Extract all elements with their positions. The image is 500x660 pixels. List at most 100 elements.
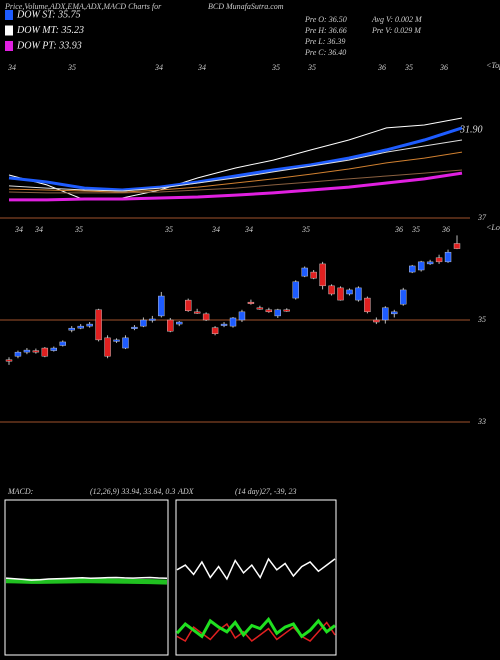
candle-body: [202, 313, 210, 321]
candle-body: [184, 299, 192, 312]
y-tick-label: 33: [477, 417, 486, 426]
candle-body: [238, 311, 246, 321]
candle-body: [220, 323, 228, 326]
candle-body: [319, 263, 326, 287]
macd-subtitle: (12,26,9) 33.94, 33.64, 0.3: [90, 487, 175, 496]
adx-title: ADX: [177, 487, 195, 496]
header-site: BCD MunafaSutra.com: [208, 2, 284, 11]
lows-label: 35: [301, 225, 310, 234]
candle-body: [32, 350, 40, 353]
candle-body: [355, 287, 362, 301]
tops-label: 35: [271, 63, 280, 72]
stat: Pre H: 36.66: [304, 26, 347, 35]
candle-body: [77, 325, 84, 329]
candle-body: [337, 287, 344, 301]
macd-line: [5, 578, 168, 585]
candle-body: [5, 359, 13, 362]
candle-body: [167, 319, 174, 332]
ema-line: [8, 126, 463, 192]
tops-label: 36: [377, 63, 386, 72]
ema-annotation: 31.90: [459, 124, 483, 135]
header-title: Price,Volume,ADX,EMA,ADX,MACD Charts for: [4, 2, 162, 11]
ema-line: [8, 139, 463, 192]
y-tick-label: 35: [477, 315, 486, 324]
candle-body: [310, 271, 317, 279]
candle-body: [247, 301, 255, 304]
adx-frame: [175, 499, 337, 656]
lows-label: 34: [244, 225, 253, 234]
candle-body: [453, 243, 461, 249]
candle-body: [364, 297, 371, 313]
macd-line: [5, 576, 168, 581]
ema-line: [9, 171, 463, 202]
legend-swatch: [5, 25, 13, 36]
adx-line: [175, 616, 336, 639]
candle-body: [301, 267, 308, 277]
candle-body: [409, 265, 416, 273]
tops-label: 34: [154, 63, 163, 72]
candle-body: [149, 318, 156, 321]
tops-label: 35: [67, 63, 76, 72]
candle-body: [292, 281, 299, 299]
candle-body: [283, 309, 290, 312]
legend-entry: DOW MT: 35.23: [16, 25, 84, 36]
candle-body: [346, 289, 353, 295]
ema-line: [8, 169, 463, 194]
lows-label: 35: [164, 225, 173, 234]
candle-body: [444, 251, 452, 263]
candle-body: [23, 349, 31, 353]
stat: Avg V: 0.002 M: [371, 15, 423, 24]
lows-note: <Lows: [486, 223, 500, 232]
candle-body: [14, 351, 22, 357]
candle-body: [400, 289, 407, 305]
lows-label: 34: [14, 225, 23, 234]
tops-label: 35: [307, 63, 316, 72]
candle-body: [229, 317, 237, 327]
stat: Pre C: 36.40: [304, 48, 346, 57]
tops-label: 34: [197, 63, 206, 72]
candle-body: [95, 309, 102, 341]
y-tick-label: 37: [477, 213, 487, 222]
stat: Pre L: 36.39: [304, 37, 345, 46]
lows-label: 36: [394, 225, 403, 234]
adx-line: [176, 621, 336, 643]
macd-title: MACD:: [7, 487, 34, 496]
legend-entry: DOW ST: 35.75: [16, 9, 81, 20]
candle-body: [104, 337, 111, 357]
adx-subtitle: (14 day)27, -39, 23: [235, 487, 297, 496]
lows-label: 34: [211, 225, 220, 234]
legend-swatch: [5, 41, 13, 51]
candle-body: [256, 307, 264, 310]
candle-body: [417, 261, 425, 271]
candle-body: [328, 285, 335, 295]
candle-body: [113, 339, 120, 342]
candle-body: [158, 295, 165, 317]
candle-body: [176, 321, 183, 325]
candle-body: [122, 337, 129, 349]
candle-body: [50, 347, 57, 351]
lows-label: 35: [411, 225, 420, 234]
tops-label: 34: [7, 63, 16, 72]
candle-body: [193, 311, 201, 314]
candle-body: [68, 327, 75, 331]
candle-body: [426, 261, 434, 265]
candle-body: [274, 309, 281, 317]
candle-body: [382, 307, 389, 321]
candle-body: [86, 323, 93, 327]
candle-body: [140, 319, 147, 327]
candle-body: [131, 326, 138, 329]
macd-frame: [4, 499, 169, 656]
candle-body: [373, 319, 380, 323]
tops-label: 36: [439, 63, 448, 72]
legend-entry: DOW PT: 33.93: [16, 40, 82, 51]
ema-line: [8, 151, 463, 193]
candle-body: [41, 347, 49, 357]
tops-label: 35: [404, 63, 413, 72]
lows-label: 36: [441, 225, 450, 234]
candle-body: [59, 341, 66, 346]
legend-swatch: [5, 10, 13, 20]
candle-body: [211, 327, 219, 334]
stat: Pre V: 0.029 M: [371, 26, 422, 35]
candle-body: [391, 311, 398, 315]
candle-body: [435, 257, 443, 263]
